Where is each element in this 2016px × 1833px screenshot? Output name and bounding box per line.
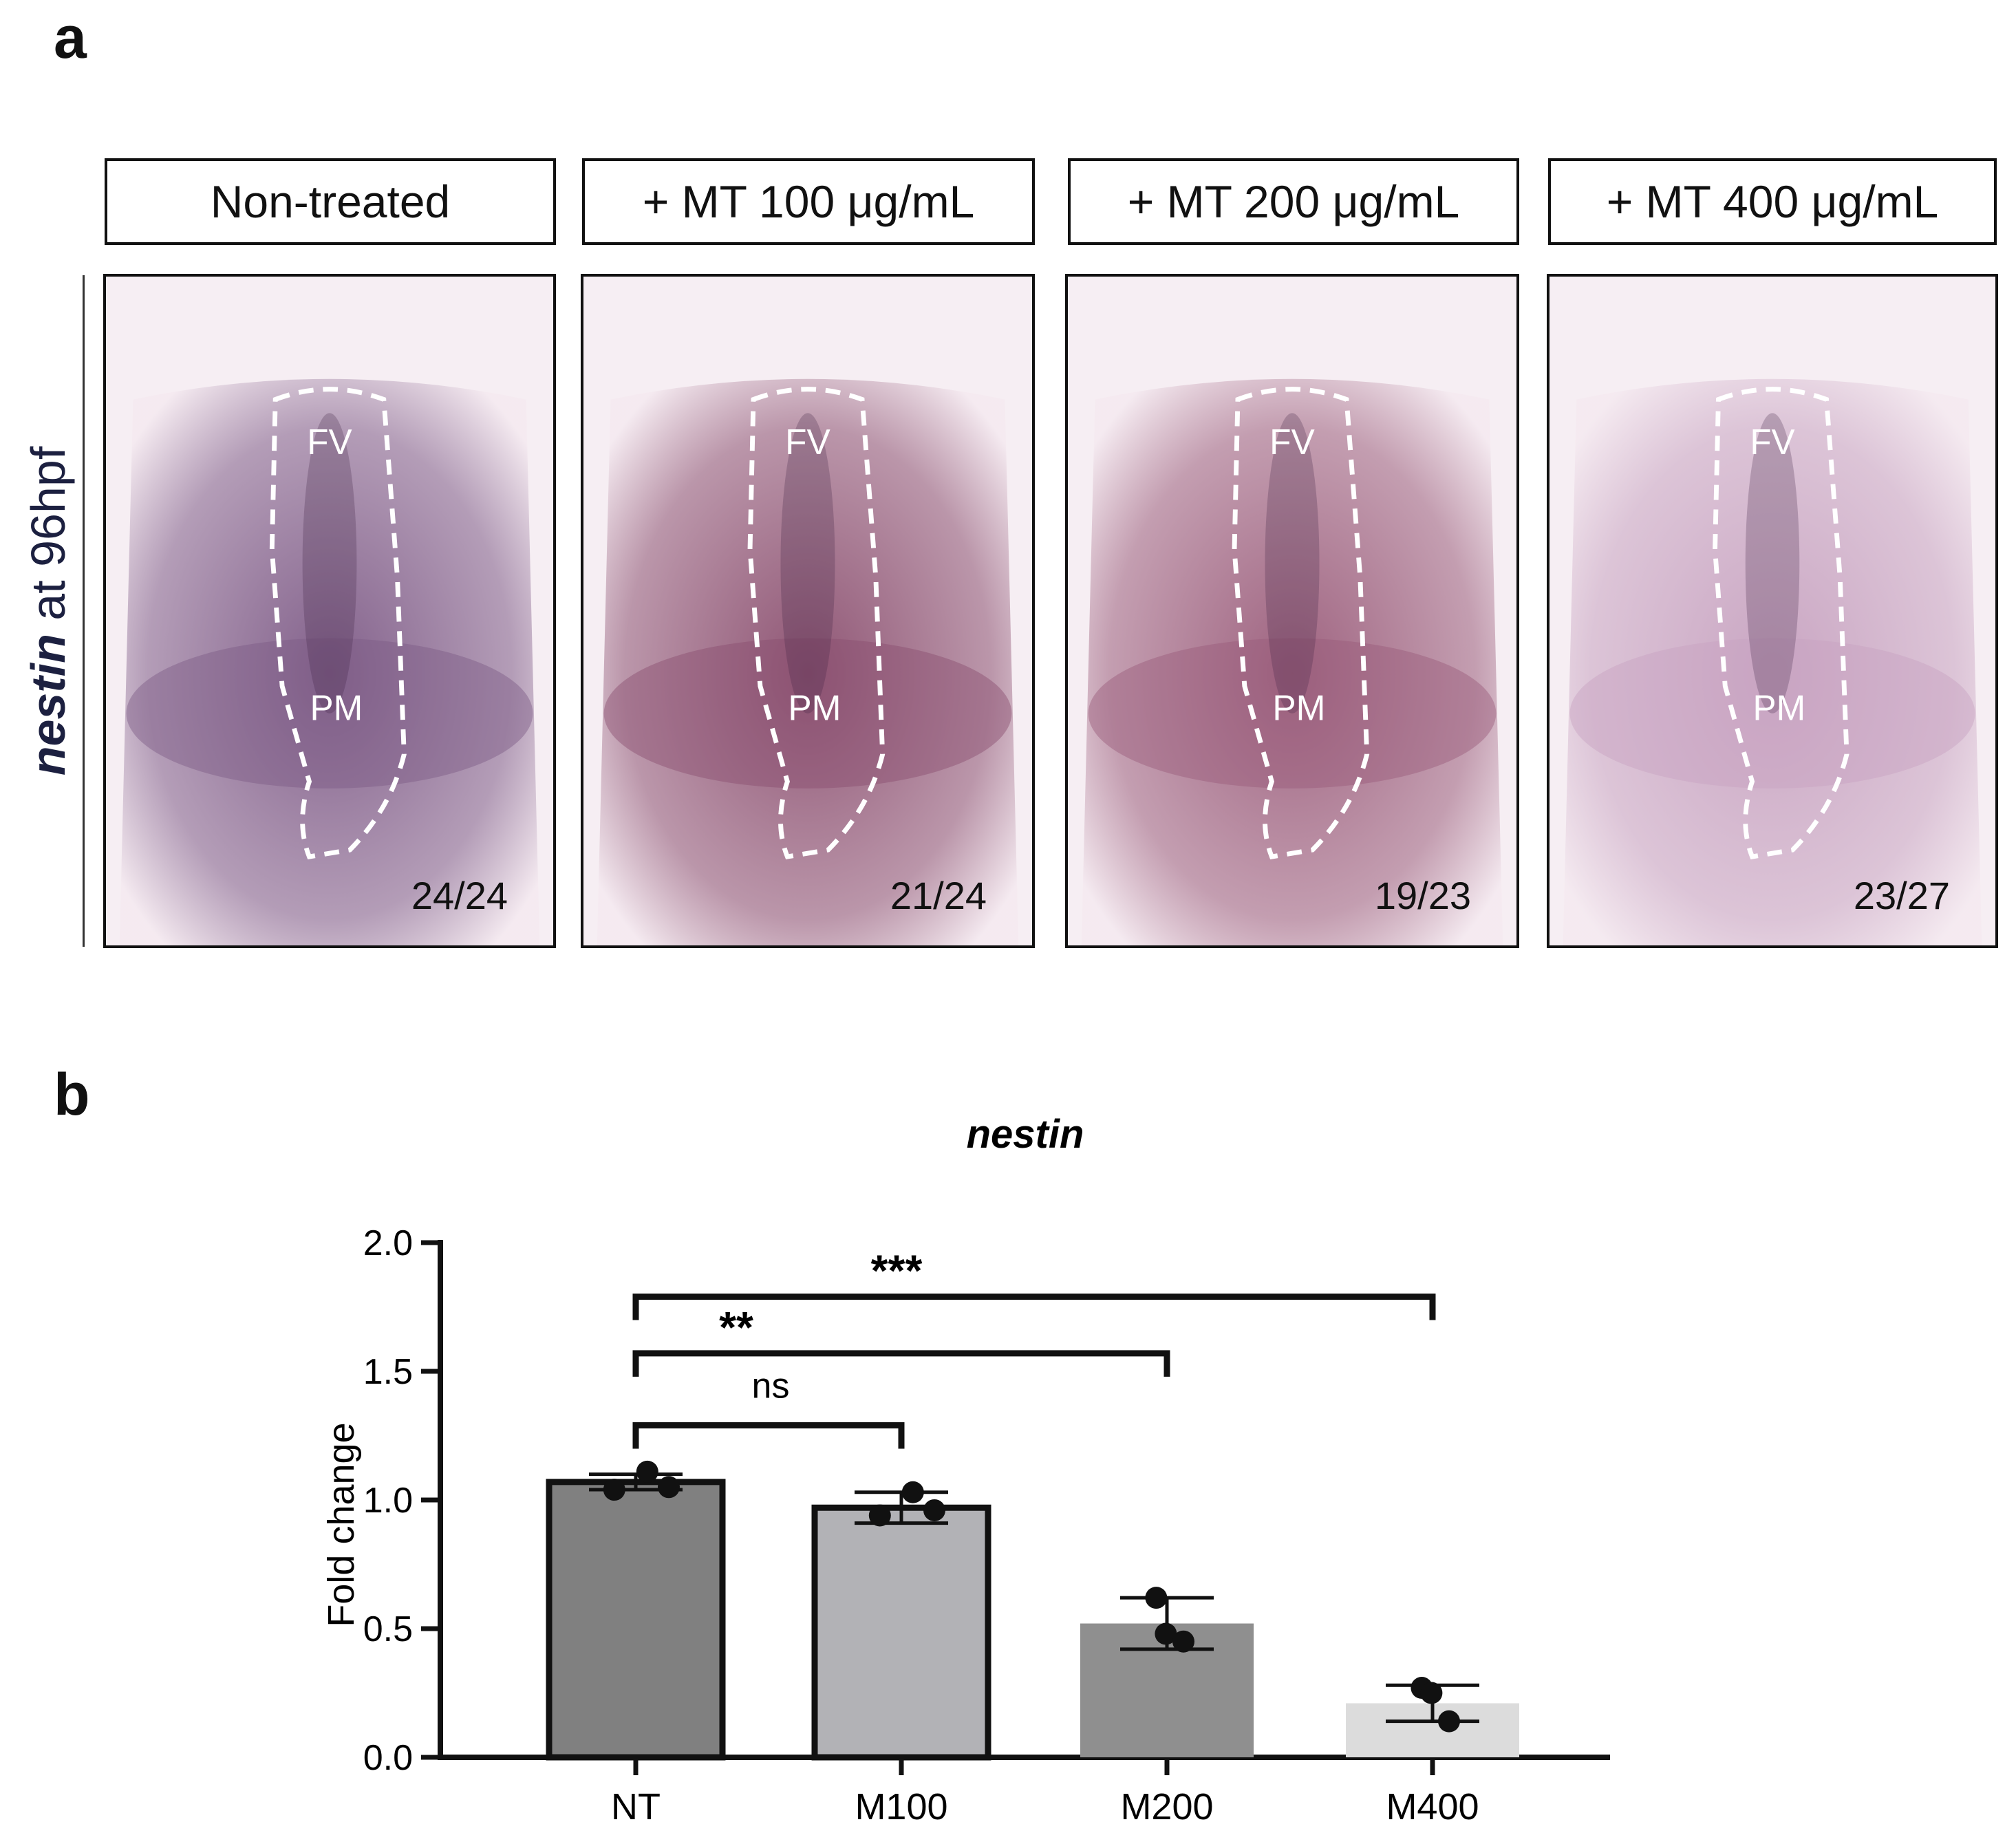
data-point <box>1438 1710 1460 1733</box>
data-point <box>901 1481 924 1503</box>
data-point <box>868 1504 891 1527</box>
condition-label-1: Non-treated <box>105 158 556 245</box>
embryo-image-art: FV PM <box>106 277 553 945</box>
midline-stain <box>780 413 835 714</box>
condition-label-4: + MT 400 μg/mL <box>1548 158 1997 245</box>
embryo-head-tissue <box>119 378 540 945</box>
tissue-band <box>1088 638 1497 789</box>
tissue-band <box>126 638 533 789</box>
data-point <box>603 1479 625 1501</box>
data-point <box>658 1476 680 1499</box>
embryo-image-2: FV PM 21/24 <box>581 274 1035 948</box>
embryo-image-4: FV PM 23/27 <box>1547 274 1998 948</box>
region-label-fv: FV <box>307 422 352 462</box>
region-label-fv: FV <box>1750 422 1794 462</box>
row-bracket-line <box>83 275 85 947</box>
panel-a-letter: a <box>54 5 87 71</box>
embryo-count-label: 23/27 <box>1853 874 1950 917</box>
y-tick-label: 0.0 <box>363 1738 413 1778</box>
bar-nt <box>546 1479 726 1761</box>
embryo-image-art: FV PM <box>1549 277 1995 945</box>
embryo-count-label: 21/24 <box>890 874 987 917</box>
panel-b-letter: b <box>54 1062 90 1128</box>
midline-stain <box>1745 413 1800 714</box>
dashed-region-outline <box>747 387 886 859</box>
significance-bracket <box>632 1350 1170 1377</box>
y-axis-label: Fold change <box>321 1422 362 1627</box>
embryo-count-label: 24/24 <box>411 874 508 917</box>
y-tick-label: 1.5 <box>363 1352 413 1392</box>
significance-label: *** <box>871 1246 923 1296</box>
embryo-image-3: FV PM 19/23 <box>1065 274 1519 948</box>
x-tick-label: M200 <box>1120 1786 1213 1827</box>
data-point <box>1155 1622 1177 1645</box>
tissue-band <box>603 638 1012 789</box>
tissue-band <box>1569 638 1975 789</box>
region-label-fv: FV <box>1269 422 1315 462</box>
x-tick-label: NT <box>611 1786 661 1827</box>
embryo-head-tissue <box>597 378 1019 945</box>
embryo-count-label: 19/23 <box>1374 874 1471 917</box>
y-tick-label: 1.0 <box>363 1481 413 1521</box>
dashed-region-outline <box>269 387 407 859</box>
region-label-pm: PM <box>1272 688 1325 728</box>
region-label-pm: PM <box>310 688 363 728</box>
dashed-region-outline <box>1232 387 1370 859</box>
condition-label-2: + MT 100 μg/mL <box>582 158 1035 245</box>
data-point <box>923 1499 945 1521</box>
x-tick-label: M100 <box>855 1786 947 1827</box>
embryo-image-art: FV PM <box>1068 277 1516 945</box>
significance-label: ** <box>719 1303 753 1352</box>
region-label-fv: FV <box>785 422 830 462</box>
x-tick-label: M400 <box>1386 1786 1479 1827</box>
y-tick-label: 2.0 <box>363 1223 413 1263</box>
dashed-region-outline <box>1713 387 1849 859</box>
midline-stain <box>302 413 357 714</box>
embryo-head-tissue <box>1081 378 1503 945</box>
midline-stain <box>1265 413 1320 714</box>
data-point <box>636 1460 658 1483</box>
region-label-pm: PM <box>788 688 841 728</box>
significance-bracket <box>632 1422 905 1449</box>
significance-label: ns <box>752 1366 790 1406</box>
bar-m100 <box>811 1504 991 1761</box>
data-point <box>1172 1630 1194 1653</box>
region-label-pm: PM <box>1753 688 1806 727</box>
significance-bracket <box>632 1294 1436 1320</box>
embryo-image-1: FV PM 24/24 <box>103 274 556 948</box>
embryo-head-tissue <box>1563 378 1982 945</box>
data-point <box>1420 1682 1443 1704</box>
y-tick-label: 0.5 <box>363 1609 413 1649</box>
embryo-image-art: FV PM <box>583 277 1032 945</box>
data-point <box>1145 1587 1168 1609</box>
chart-title: nestin <box>967 1112 1084 1157</box>
condition-label-3: + MT 200 μg/mL <box>1068 158 1519 245</box>
